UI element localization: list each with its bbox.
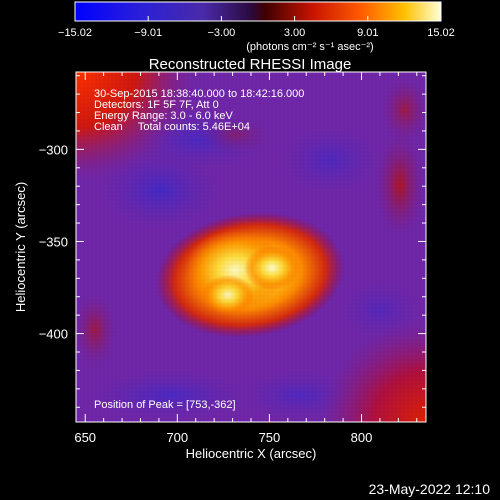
colorbar-tick-label: −3.00 xyxy=(207,27,235,39)
y-tick-label: −300 xyxy=(39,142,68,157)
footer-date: 23-May-2022 12:10 xyxy=(369,481,491,497)
colorbar-tick-labels: −15.02 −9.01 −3.00 3.00 9.01 15.02 xyxy=(58,27,455,39)
image-title: Reconstructed RHESSI Image xyxy=(149,56,352,73)
info-peak-position: Position of Peak = [753,-362] xyxy=(94,399,236,411)
colorbar-tick-label: 3.00 xyxy=(284,27,305,39)
info-time-range: 30-Sep-2015 18:38:40.000 to 18:42:16.000 xyxy=(94,88,304,100)
info-detectors: Detectors: 1F 5F 7F, Att 0 xyxy=(94,99,219,111)
colorbar xyxy=(74,1,442,22)
info-overlay: 30-Sep-2015 18:38:40.000 to 18:42:16.000… xyxy=(94,88,304,411)
info-method-counts: Clean Total counts: 5.46E+04 xyxy=(94,121,250,133)
rhessi-image xyxy=(76,72,426,422)
y-tick-label: −350 xyxy=(39,234,68,249)
colorbar-tick-label: −15.02 xyxy=(58,27,92,39)
colorbar-tick-label: 9.01 xyxy=(357,27,378,39)
x-tick-label: 650 xyxy=(74,430,96,445)
colorbar-units: (photons cm⁻² s⁻¹ asec⁻²) xyxy=(246,41,373,53)
x-tick-label: 750 xyxy=(259,430,281,445)
y-axis-label: Heliocentric Y (arcsec) xyxy=(13,182,28,312)
x-tick-label: 800 xyxy=(351,430,373,445)
y-tick-labels: −300 −350 −400 xyxy=(39,142,68,341)
x-axis-label: Heliocentric X (arcsec) xyxy=(186,446,317,461)
colorbar-ticks xyxy=(74,16,442,21)
axis-ticks xyxy=(76,72,426,422)
info-energy: Energy Range: 3.0 - 6.0 keV xyxy=(94,110,233,122)
colorbar-tick-label: 15.02 xyxy=(427,27,455,39)
y-tick-label: −400 xyxy=(39,327,68,342)
x-tick-labels: 650 700 750 800 xyxy=(74,430,372,445)
x-tick-label: 700 xyxy=(166,430,188,445)
colorbar-tick-label: −9.01 xyxy=(134,27,162,39)
